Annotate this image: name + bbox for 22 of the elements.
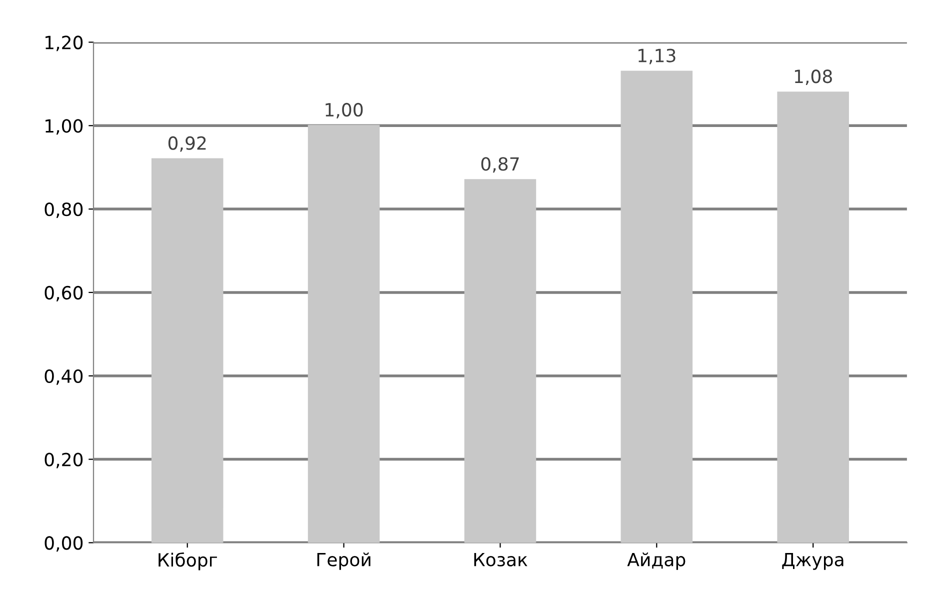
x-tick-label: Герой	[317, 552, 370, 570]
x-tick-label: Козак	[474, 552, 528, 566]
data-label: 0,92	[168, 136, 206, 152]
y-tick-label: 0,80	[44, 202, 83, 218]
y-tick-label: 0,40	[44, 369, 83, 385]
data-label: 1,08	[794, 70, 832, 86]
y-tick-label: 0,60	[44, 286, 83, 302]
data-label: 1,13	[638, 48, 676, 64]
bar	[464, 179, 536, 543]
bar	[308, 124, 380, 543]
x-tick-label: Джура	[782, 552, 844, 570]
y-tick-label: 0,00	[44, 536, 83, 552]
data-label: 0,87	[481, 157, 519, 173]
bar	[151, 158, 224, 543]
y-tick-label: 0,20	[44, 452, 83, 468]
bar	[777, 92, 849, 543]
y-tick-label: 1,00	[46, 119, 83, 135]
x-tick-label: Айдар	[627, 552, 686, 570]
y-tick-label: 1,20	[46, 36, 83, 52]
bar	[620, 70, 693, 543]
data-label: 1,00	[326, 102, 363, 118]
x-tick-label: Кіборг	[158, 552, 217, 570]
